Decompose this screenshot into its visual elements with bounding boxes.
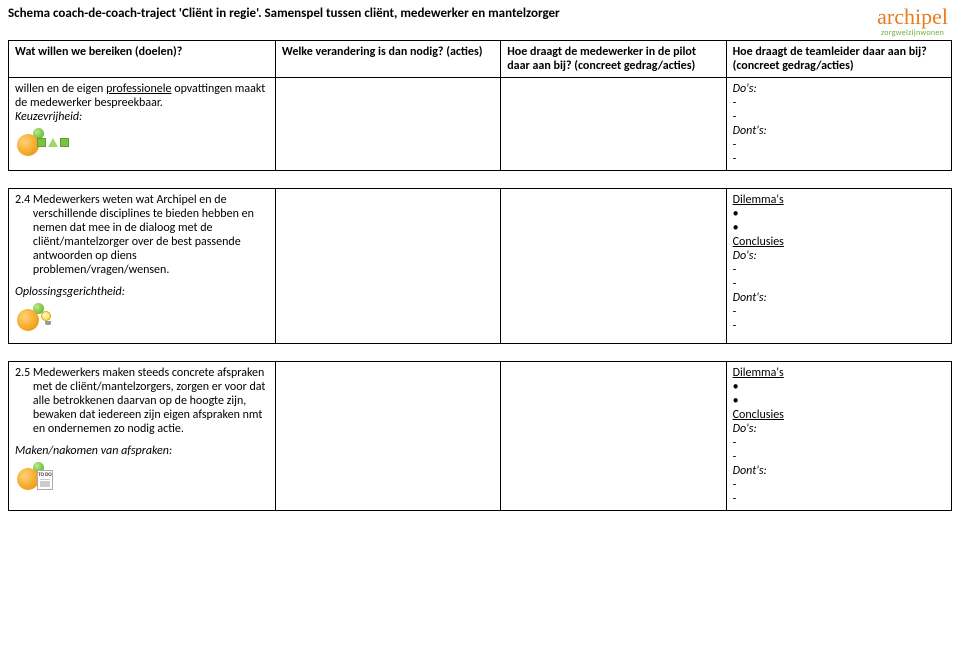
dash: - (733, 478, 945, 492)
conclusies-label: Conclusies (733, 235, 945, 249)
logo-text: archipel (877, 6, 948, 28)
text: Medewerkers weten wat Archipel en de ver… (33, 193, 269, 277)
dash: - (733, 110, 945, 124)
page-title: Schema coach-de-coach-traject 'Cliënt in… (8, 6, 560, 21)
dash: - (733, 96, 945, 110)
dash: - (733, 436, 945, 450)
donts-label: Dont's: (733, 291, 945, 305)
table-header-row: Wat willen we bereiken (doelen)? Welke v… (9, 41, 952, 78)
dash: - (733, 319, 945, 333)
dos-label: Do's: (733, 82, 945, 96)
cell-employee-3 (501, 362, 726, 511)
cell-change-2 (275, 189, 500, 344)
table-row: 2.4 Medewerkers weten wat Archipel en de… (9, 189, 952, 344)
cell-change-1 (275, 78, 500, 171)
dash: - (733, 138, 945, 152)
bullet: • (733, 221, 945, 235)
cell-employee-2 (501, 189, 726, 344)
cell-goal-3: 2.5 Medewerkers maken steeds concrete af… (9, 362, 276, 511)
dash: - (733, 277, 945, 291)
table-row: willen en de eigen professionele opvatti… (9, 78, 952, 171)
bullet: • (733, 207, 945, 221)
dilemma-label: Dilemma's (733, 366, 945, 380)
col-header-goals: Wat willen we bereiken (doelen)? (9, 41, 276, 78)
page-header: Schema coach-de-coach-traject 'Cliënt in… (0, 0, 960, 38)
goal-text: 2.5 Medewerkers maken steeds concrete af… (15, 366, 269, 436)
dash: - (733, 263, 945, 277)
dilemma-label: Dilemma's (733, 193, 945, 207)
dash: - (733, 152, 945, 166)
col-header-teamleader: Hoe draagt de teamleider daar aan bij? (… (726, 41, 951, 78)
bullet: • (733, 394, 945, 408)
oplossing-icon (15, 303, 269, 339)
spacer-row (9, 171, 952, 189)
dash: - (733, 492, 945, 506)
cell-teamleader-2: Dilemma's • • Conclusies Do's: - - Dont'… (726, 189, 951, 344)
text: willen en de eigen (15, 82, 106, 96)
donts-label: Dont's: (733, 464, 945, 478)
archipel-logo: archipel zorgwelzijnwonen (877, 6, 948, 38)
cell-change-3 (275, 362, 500, 511)
cell-teamleader-1: Do's: - - Dont's: - - (726, 78, 951, 171)
cell-teamleader-3: Dilemma's • • Conclusies Do's: - - Dont'… (726, 362, 951, 511)
goal-text: 2.4 Medewerkers weten wat Archipel en de… (15, 193, 269, 277)
text-italic: Oplossingsgerichtheid: (15, 285, 269, 299)
num: 2.4 (15, 193, 33, 277)
cell-goal-1: willen en de eigen professionele opvatti… (9, 78, 276, 171)
afspraken-icon: TO DO (15, 462, 269, 498)
dos-label: Do's: (733, 249, 945, 263)
dash: - (733, 450, 945, 464)
dash: - (733, 305, 945, 319)
cell-goal-2: 2.4 Medewerkers weten wat Archipel en de… (9, 189, 276, 344)
col-header-changes: Welke verandering is dan nodig? (acties) (275, 41, 500, 78)
keuzevrijheid-icon (15, 128, 269, 164)
cell-employee-1 (501, 78, 726, 171)
bullet: • (733, 380, 945, 394)
text-italic: Keuzevrijheid: (15, 110, 82, 124)
num: 2.5 (15, 366, 33, 436)
schema-table: Wat willen we bereiken (doelen)? Welke v… (8, 40, 952, 511)
text: Medewerkers maken steeds concrete afspra… (33, 366, 269, 436)
col-header-employee: Hoe draagt de medewerker in de pilot daa… (501, 41, 726, 78)
dos-label: Do's: (733, 422, 945, 436)
table-row: 2.5 Medewerkers maken steeds concrete af… (9, 362, 952, 511)
donts-label: Dont's: (733, 124, 945, 138)
logo-subtext: zorgwelzijnwonen (881, 28, 944, 38)
text-underline: professionele (106, 82, 171, 96)
text-italic: Maken/nakomen van afspraken: (15, 444, 269, 458)
conclusies-label: Conclusies (733, 408, 945, 422)
spacer-row (9, 344, 952, 362)
